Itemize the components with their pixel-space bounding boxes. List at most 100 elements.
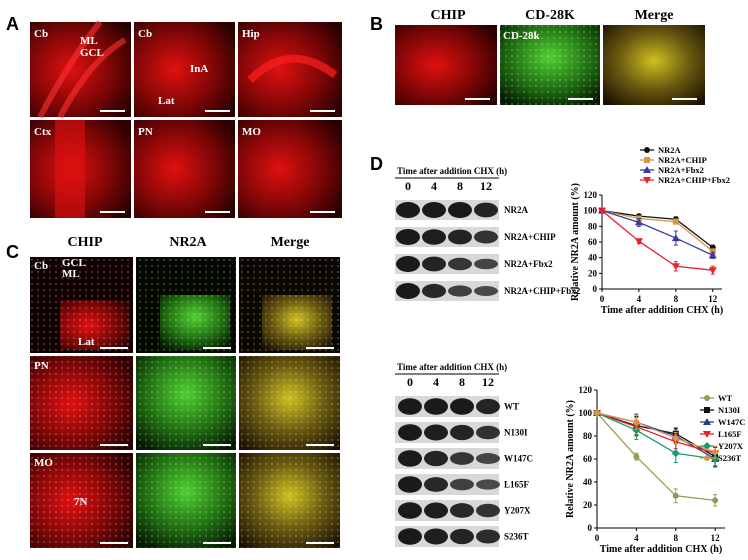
blot-strip [395, 227, 499, 247]
blot-band [398, 476, 422, 493]
image-label: Lat [158, 95, 175, 107]
blot-header: Time after addition CHX (h) [397, 166, 507, 176]
blot-band [450, 503, 474, 518]
marker [671, 263, 680, 271]
marker [634, 238, 643, 246]
marker [671, 234, 680, 242]
image-label: ML [62, 268, 80, 280]
blot-band [396, 283, 420, 299]
image-label: PN [138, 126, 153, 138]
legend-marker [704, 395, 710, 401]
blot-strip [395, 254, 499, 274]
y-tick-label: 120 [584, 190, 598, 200]
legend-marker [644, 157, 650, 163]
panel-letter: D [370, 154, 383, 174]
lane-label: 12 [482, 375, 494, 389]
blot-band [398, 398, 422, 415]
panel-c-images [30, 257, 340, 548]
x-tick-label: 0 [600, 294, 605, 304]
marker [633, 419, 640, 426]
blot-band [474, 230, 498, 244]
series-line [596, 412, 716, 460]
image-label: MO [34, 457, 53, 469]
blot-band [476, 529, 500, 544]
legend-label: L165F [718, 429, 742, 439]
marker [672, 218, 679, 225]
blot-band [396, 256, 420, 272]
blot-strip [395, 200, 499, 220]
marker [594, 410, 600, 416]
lane-label: 12 [480, 179, 492, 193]
blot-band [424, 502, 448, 519]
blot-row-label: Y207X [504, 506, 531, 516]
legend-label: NR2A+CHIP+Fbx2 [658, 175, 730, 185]
marker [672, 492, 679, 499]
legend-marker [644, 147, 650, 153]
blot-band [422, 202, 446, 218]
image-label: InA [190, 63, 208, 75]
marker [712, 449, 719, 456]
marker [712, 497, 719, 504]
blot-row-label: WT [504, 402, 519, 412]
column-header: CD-28K [525, 8, 575, 23]
lane-label: 8 [459, 375, 465, 389]
panel-b-images [395, 25, 705, 105]
blot-band [476, 398, 500, 415]
y-tick-label: 0 [588, 523, 593, 533]
x-tick-label: 12 [708, 294, 718, 304]
marker [708, 251, 717, 259]
blot-band [476, 425, 500, 440]
x-tick-label: 8 [674, 533, 679, 543]
blot-band [424, 398, 448, 415]
blot-row-label: NR2A+Fbx2 [504, 259, 553, 269]
legend-label: W147C [718, 417, 745, 427]
series-line [596, 412, 716, 454]
y-axis-label: Relative NR2A amount (%) [565, 400, 576, 518]
y-tick-label: 80 [588, 221, 598, 231]
lane-label: 4 [433, 375, 439, 389]
marker [633, 453, 640, 460]
y-tick-label: 80 [583, 431, 593, 441]
legend-label: Y207X [718, 441, 744, 451]
panel-letter: B [370, 14, 383, 34]
y-tick-label: 20 [588, 268, 598, 278]
x-axis-label: Time after addition CHX (h) [601, 305, 723, 316]
y-axis-label: Relative NR2A amount (%) [570, 183, 581, 301]
blot-row-label: NR2A [504, 205, 528, 215]
y-tick-label: 100 [584, 206, 598, 216]
y-tick-label: 60 [588, 237, 598, 247]
image-label: GCL [62, 257, 86, 269]
x-tick-label: 8 [674, 294, 679, 304]
marker [634, 218, 643, 226]
y-tick-label: 20 [583, 500, 593, 510]
column-header: Merge [635, 8, 674, 23]
y-tick-label: 100 [579, 408, 593, 418]
marker [598, 207, 606, 215]
blot-band [448, 229, 472, 245]
column-header: Merge [271, 235, 310, 250]
legend-marker [643, 166, 651, 173]
blot-band [424, 528, 448, 545]
image-label: PN [34, 360, 49, 372]
blot-band [476, 503, 500, 518]
lane-label: 8 [457, 179, 463, 193]
panel-letter: C [6, 242, 19, 262]
image-label: Cb [34, 260, 48, 272]
blot-band [450, 452, 474, 465]
x-tick-label: 4 [637, 294, 642, 304]
blot-row-label: NR2A+CHIP+Fbx2 [504, 286, 581, 296]
blot-band [476, 479, 500, 490]
lane-label: 0 [407, 375, 413, 389]
marker [708, 267, 717, 275]
x-tick-label: 4 [634, 533, 639, 543]
legend-label: NR2A+CHIP [658, 155, 707, 165]
lane-label: 4 [431, 179, 437, 193]
blot-band [450, 398, 474, 415]
y-tick-label: 0 [593, 284, 598, 294]
blot-band [448, 257, 472, 271]
blot-band [448, 285, 472, 297]
blot-band [474, 286, 498, 296]
marker [711, 455, 720, 463]
blot-band [396, 202, 420, 218]
